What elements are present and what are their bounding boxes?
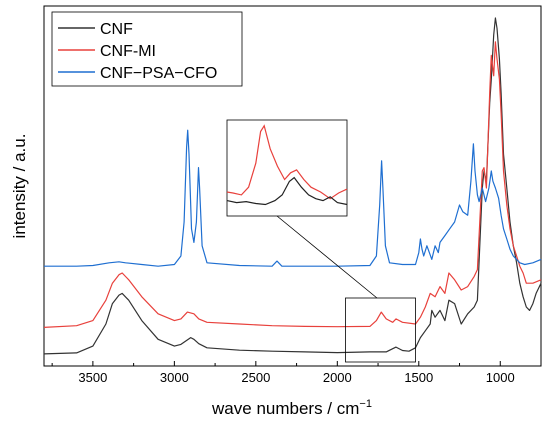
series-line-2 [44,129,542,267]
plot-frame [43,5,542,367]
legend-label-0: CNF [100,21,133,38]
series-line-1 [43,41,542,328]
x-axis-label-main: wave numbers / cm [211,399,359,418]
legend-label-2: CNF−PSA−CFO [100,65,217,82]
zoom-connector-line [276,215,378,299]
inset-curve-0 [226,124,348,200]
x-tick-label: 1000 [486,370,515,385]
x-axis-label-superscript: −1 [359,398,372,410]
y-axis-label: intensity / a.u. [10,134,29,239]
x-axis-ticks: 3500 3000 2500 2000 1500 1000 [51,361,542,385]
zoom-region-box [345,297,416,363]
legend-label-1: CNF-MI [100,43,156,60]
x-tick-label: 3500 [78,370,107,385]
series-layer [43,17,542,355]
x-tick-label: 2500 [241,370,270,385]
zoom-inset-box [226,119,348,217]
x-axis-label: wave numbers / cm−1 [211,398,372,418]
x-tick-label: 1500 [404,370,433,385]
legend-box [51,11,243,87]
inset-curve-1 [226,176,348,206]
x-tick-label: 3000 [160,370,189,385]
series-line-0 [43,17,542,355]
legend: CNF CNF-MI CNF−PSA−CFO [51,11,243,87]
x-tick-label: 2000 [323,370,352,385]
zoom-layer [226,119,416,363]
